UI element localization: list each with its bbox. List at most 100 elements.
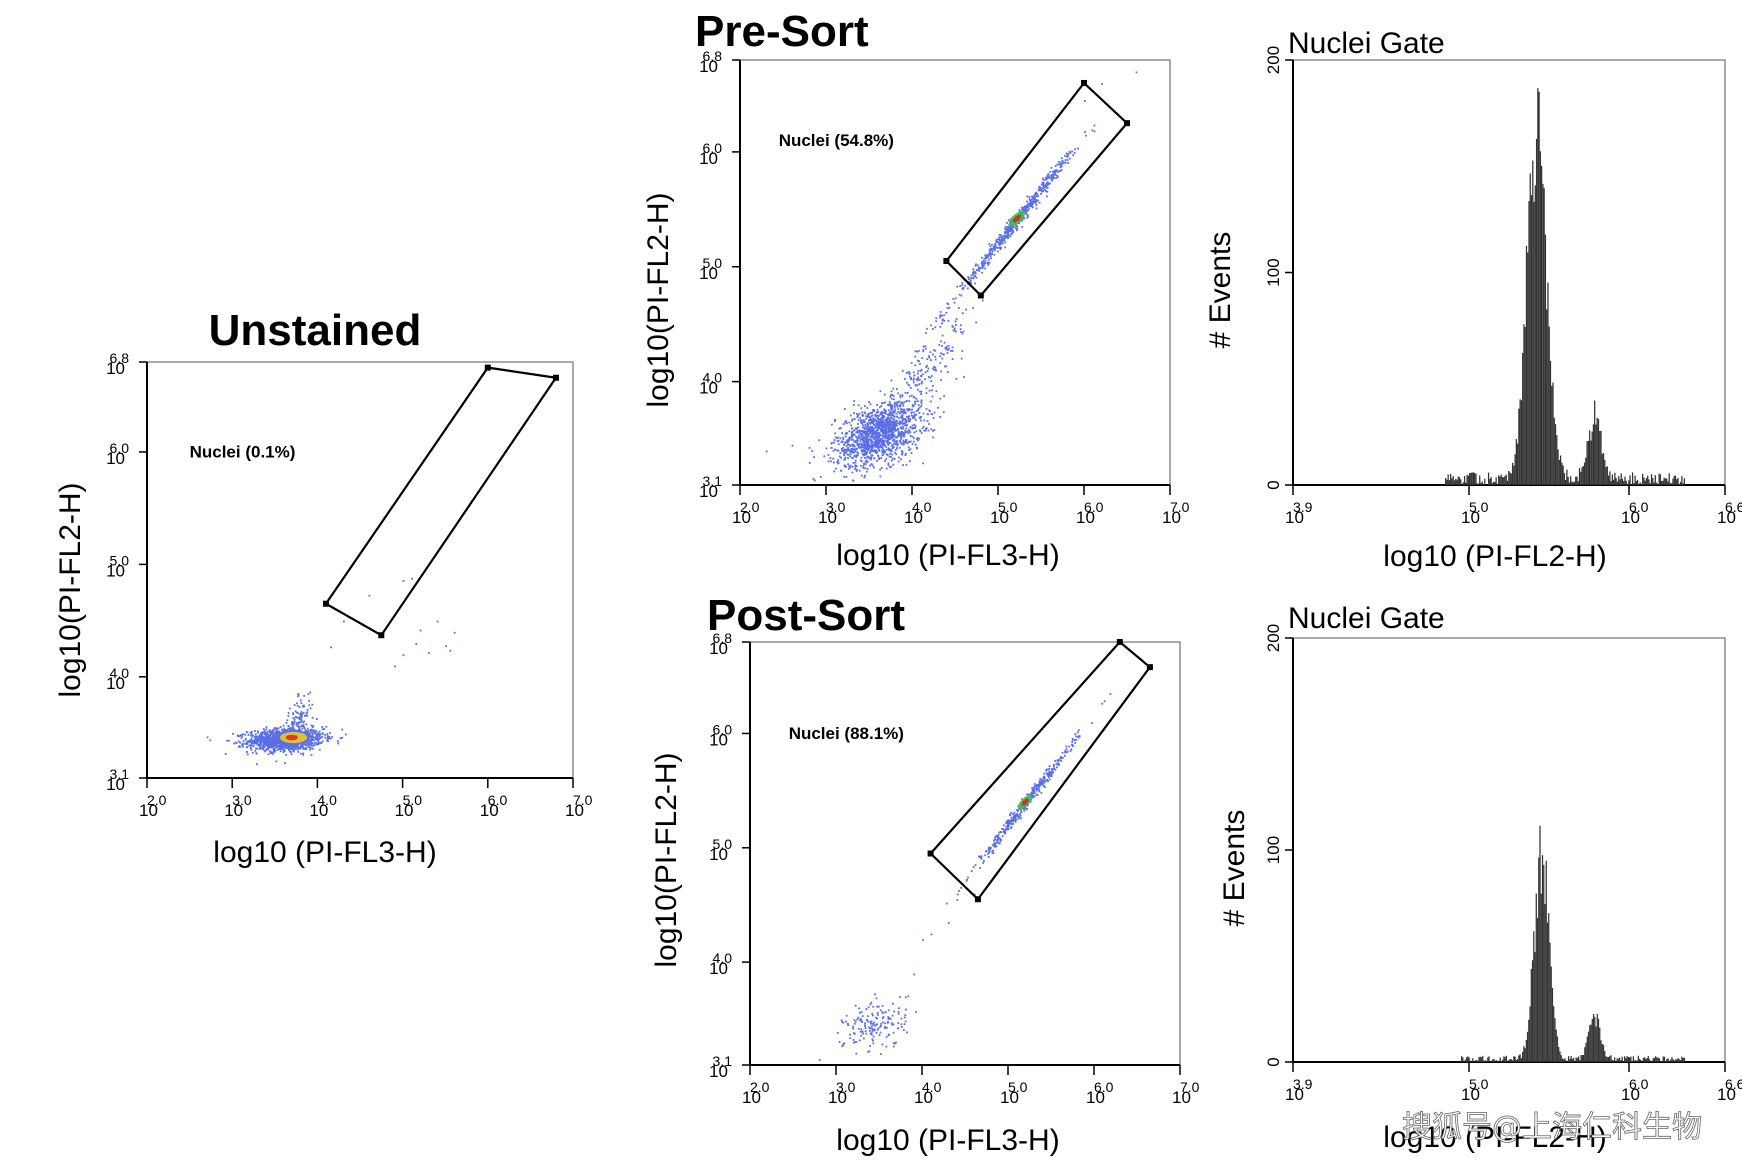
- histogram-bar: [1625, 480, 1627, 485]
- event-dot: [993, 249, 996, 251]
- event-dot: [317, 739, 319, 742]
- histogram-bar: [1623, 480, 1625, 485]
- event-dot: [945, 346, 948, 349]
- event-dot: [999, 839, 1002, 842]
- event-dot: [880, 443, 883, 446]
- event-dot: [328, 737, 330, 740]
- event-dot: [907, 370, 910, 373]
- event-dot: [853, 451, 856, 454]
- event-dot: [284, 745, 287, 748]
- event-dot: [988, 252, 991, 255]
- event-dot: [874, 451, 877, 454]
- event-dot: [875, 441, 878, 444]
- event-dot: [1013, 811, 1016, 814]
- event-dot: [861, 1015, 864, 1018]
- event-dot: [929, 410, 931, 413]
- post-sort-x-tick-label: 10: [914, 1088, 933, 1107]
- histogram-bar: [1597, 418, 1600, 485]
- event-dot: [303, 720, 305, 723]
- event-dot: [862, 438, 865, 441]
- event-dot: [860, 434, 863, 437]
- event-dot: [862, 464, 865, 467]
- event-dot: [918, 360, 920, 363]
- event-dot: [895, 1041, 897, 1044]
- event-dot: [306, 711, 309, 714]
- event-dot: [983, 261, 986, 264]
- event-dot: [1059, 757, 1062, 760]
- event-dot: [267, 753, 270, 756]
- event-dot: [934, 358, 937, 361]
- event-dot: [847, 440, 850, 443]
- event-dot: [853, 1019, 856, 1021]
- event-dot: [947, 922, 950, 924]
- event-dot: [1038, 187, 1041, 190]
- event-dot: [1065, 745, 1068, 748]
- event-dot: [871, 443, 874, 446]
- event-dot: [285, 722, 288, 724]
- histogram-bar: [1525, 245, 1528, 485]
- post-sort-y-tick-label: 10: [709, 959, 728, 978]
- event-dot: [280, 742, 283, 745]
- event-dot: [972, 277, 975, 280]
- event-dot: [849, 455, 852, 458]
- event-dot: [259, 732, 262, 735]
- event-dot: [984, 854, 987, 857]
- post-sort-x-tick-label-exponent: 3.0: [836, 1079, 856, 1095]
- event-dot: [1065, 152, 1068, 155]
- event-dot: [877, 417, 879, 420]
- event-dot: [899, 439, 901, 442]
- event-dot: [294, 730, 297, 733]
- pre-sort-x-tick-label-exponent: 4.0: [912, 499, 932, 515]
- histogram-bar: [1681, 476, 1683, 485]
- event-dot: [255, 763, 258, 766]
- event-dot: [272, 735, 275, 738]
- event-dot: [878, 445, 881, 448]
- event-dot: [1028, 204, 1031, 207]
- event-dot: [832, 461, 835, 464]
- event-dot: [955, 330, 957, 333]
- event-dot: [1006, 226, 1009, 229]
- event-dot: [285, 753, 287, 756]
- histogram-bar: [1559, 1051, 1561, 1062]
- event-dot: [908, 395, 911, 398]
- event-dot: [277, 745, 280, 748]
- event-dot: [1008, 226, 1011, 229]
- event-dot: [1006, 236, 1009, 239]
- event-dot: [844, 465, 847, 468]
- event-dot: [834, 418, 837, 421]
- histogram-bar: [1526, 1031, 1529, 1062]
- event-dot: [843, 454, 846, 457]
- event-dot: [1066, 159, 1069, 161]
- event-dot: [864, 440, 867, 443]
- event-dot: [997, 238, 1000, 241]
- event-dot: [890, 408, 893, 410]
- event-dot: [284, 731, 287, 734]
- pre-sort-gate-vertex: [977, 292, 984, 299]
- event-dot: [920, 368, 923, 371]
- event-dot: [944, 347, 947, 349]
- event-dot: [880, 421, 883, 424]
- event-dot: [1012, 819, 1015, 822]
- event-dot: [1135, 71, 1138, 74]
- event-dot: [1051, 170, 1054, 173]
- event-dot: [932, 429, 934, 432]
- histogram-bar: [1657, 1057, 1659, 1062]
- event-dot: [870, 1032, 873, 1035]
- event-dot: [892, 439, 894, 442]
- event-dot: [867, 444, 870, 447]
- histogram-bar: [1467, 1056, 1469, 1062]
- event-dot: [306, 708, 309, 711]
- event-dot: [278, 742, 281, 745]
- event-dot: [878, 448, 880, 451]
- event-dot: [878, 426, 881, 429]
- event-dot: [862, 1037, 865, 1040]
- event-dot: [857, 452, 860, 455]
- event-dot: [272, 748, 275, 751]
- event-dot: [296, 748, 299, 751]
- event-dot: [903, 1016, 906, 1019]
- event-dot: [306, 741, 309, 743]
- event-dot: [867, 434, 870, 437]
- event-dot: [895, 404, 898, 406]
- event-dot: [903, 408, 906, 411]
- event-dot: [994, 842, 997, 845]
